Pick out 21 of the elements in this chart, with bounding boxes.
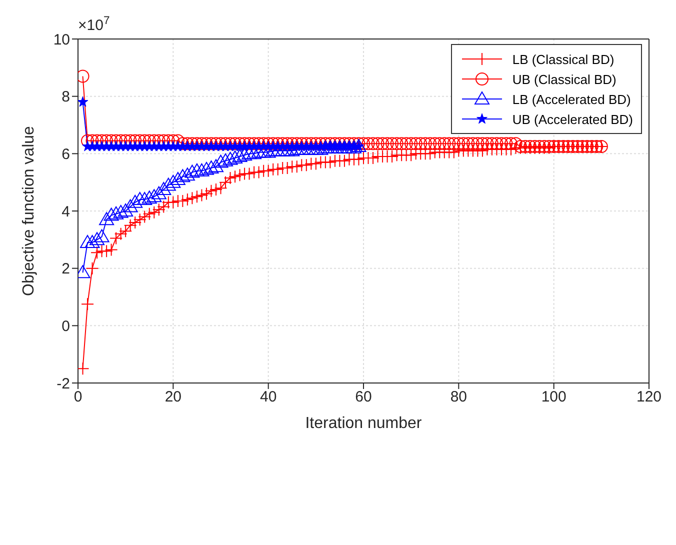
y-tick-label: 0 [62,318,70,335]
legend-label: UB (Classical BD) [512,72,616,86]
y-tick-label: 8 [62,88,70,106]
y-tick-label: 10 [53,31,70,48]
text: ×10$^{7}$ [78,15,110,34]
x-tick-label: 80 [450,388,468,406]
legend-label: UB (Accelerated BD) [512,112,633,126]
legend-label: LB (Accelerated BD) [512,92,631,106]
x-tick-label: 40 [260,388,277,406]
x-tick-label: 100 [541,388,566,406]
y-tick-label: 2 [62,260,70,278]
y-axis-title: Objective function value [20,126,38,296]
y-tick-label: -2 [56,375,70,392]
x-tick-label: 60 [355,388,372,406]
x-tick-label: 0 [74,388,82,406]
x-tick-label: 120 [636,388,662,406]
legend-label: LB (Classical BD) [512,52,614,66]
y-tick-label: 6 [62,146,70,163]
y-tick-label: 4 [62,203,70,220]
x-axis-title: Iteration number [305,415,422,432]
x-tick-label: 20 [164,388,182,406]
